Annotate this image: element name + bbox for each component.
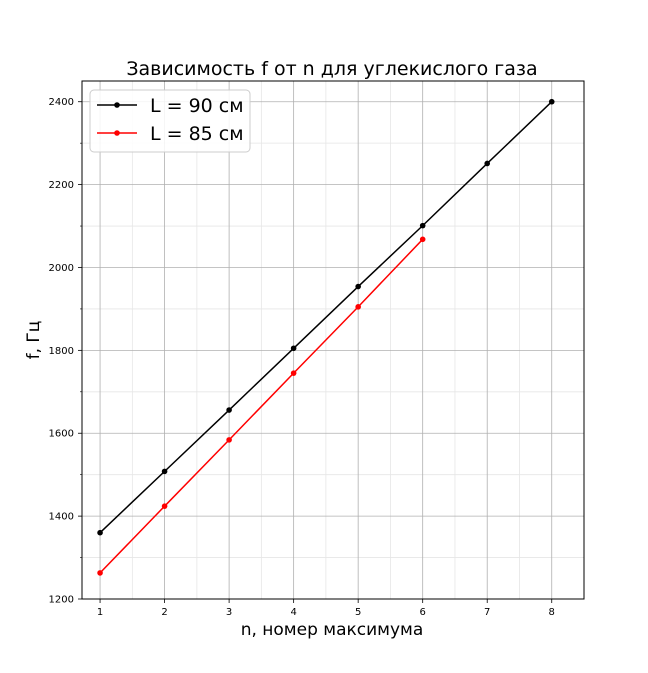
data-point [419, 222, 426, 229]
chart-title: Зависимость f от n для углекислого газа [126, 58, 537, 80]
x-tick-label: 6 [420, 607, 426, 618]
y-axis-ticks: 1200 1400 1600 1800 2000 2200 2400 [49, 97, 82, 606]
data-point [290, 370, 297, 376]
x-axis-label: n, номер максимума [241, 620, 424, 640]
legend-label-2: L = 85 см [150, 123, 244, 145]
series-layer [97, 98, 555, 576]
y-tick-label: 2200 [49, 180, 74, 191]
y-tick-label: 1400 [49, 512, 74, 523]
x-tick-label: 7 [484, 607, 490, 618]
x-axis-ticks: 1 2 3 4 5 6 7 8 [97, 599, 555, 618]
y-tick-label: 2000 [49, 263, 74, 274]
y-tick-label: 2400 [49, 97, 74, 108]
x-tick-label: 2 [161, 607, 167, 618]
data-point [161, 503, 168, 509]
plot-background [82, 81, 584, 599]
data-point [419, 236, 426, 243]
plot-area [81, 80, 585, 600]
x-tick-label: 4 [290, 607, 296, 618]
legend-marker-1 [114, 102, 120, 108]
y-tick-label: 1200 [49, 595, 74, 606]
data-point [290, 345, 297, 352]
series-line-2 [99, 238, 424, 574]
data-point [97, 529, 103, 536]
legend-label-1: L = 90 см [150, 95, 244, 117]
y-tick-label: 1600 [49, 429, 74, 440]
legend-item-1: L = 90 см [97, 95, 244, 117]
data-point [226, 407, 232, 413]
x-tick-label: 5 [355, 607, 361, 618]
data-point [355, 304, 361, 310]
data-point [161, 468, 168, 475]
legend-marker-2 [114, 130, 120, 136]
data-point [484, 160, 491, 167]
series-2 [97, 236, 426, 576]
legend: L = 90 см L = 85 см [89, 89, 251, 153]
x-tick-label: 1 [97, 607, 103, 618]
plot-frame [81, 80, 585, 600]
minor-grid [82, 81, 584, 599]
series-line-1 [99, 101, 553, 534]
series-1 [97, 98, 555, 536]
x-tick-label: 3 [226, 607, 232, 618]
y-tick-label: 1800 [49, 346, 74, 357]
data-point [97, 570, 103, 576]
y-axis-label: f, Гц [24, 321, 44, 360]
legend-item-2: L = 85 см [97, 123, 244, 145]
x-tick-label: 8 [549, 607, 555, 618]
data-point [548, 98, 555, 105]
data-point [355, 283, 361, 290]
data-point [226, 437, 232, 443]
